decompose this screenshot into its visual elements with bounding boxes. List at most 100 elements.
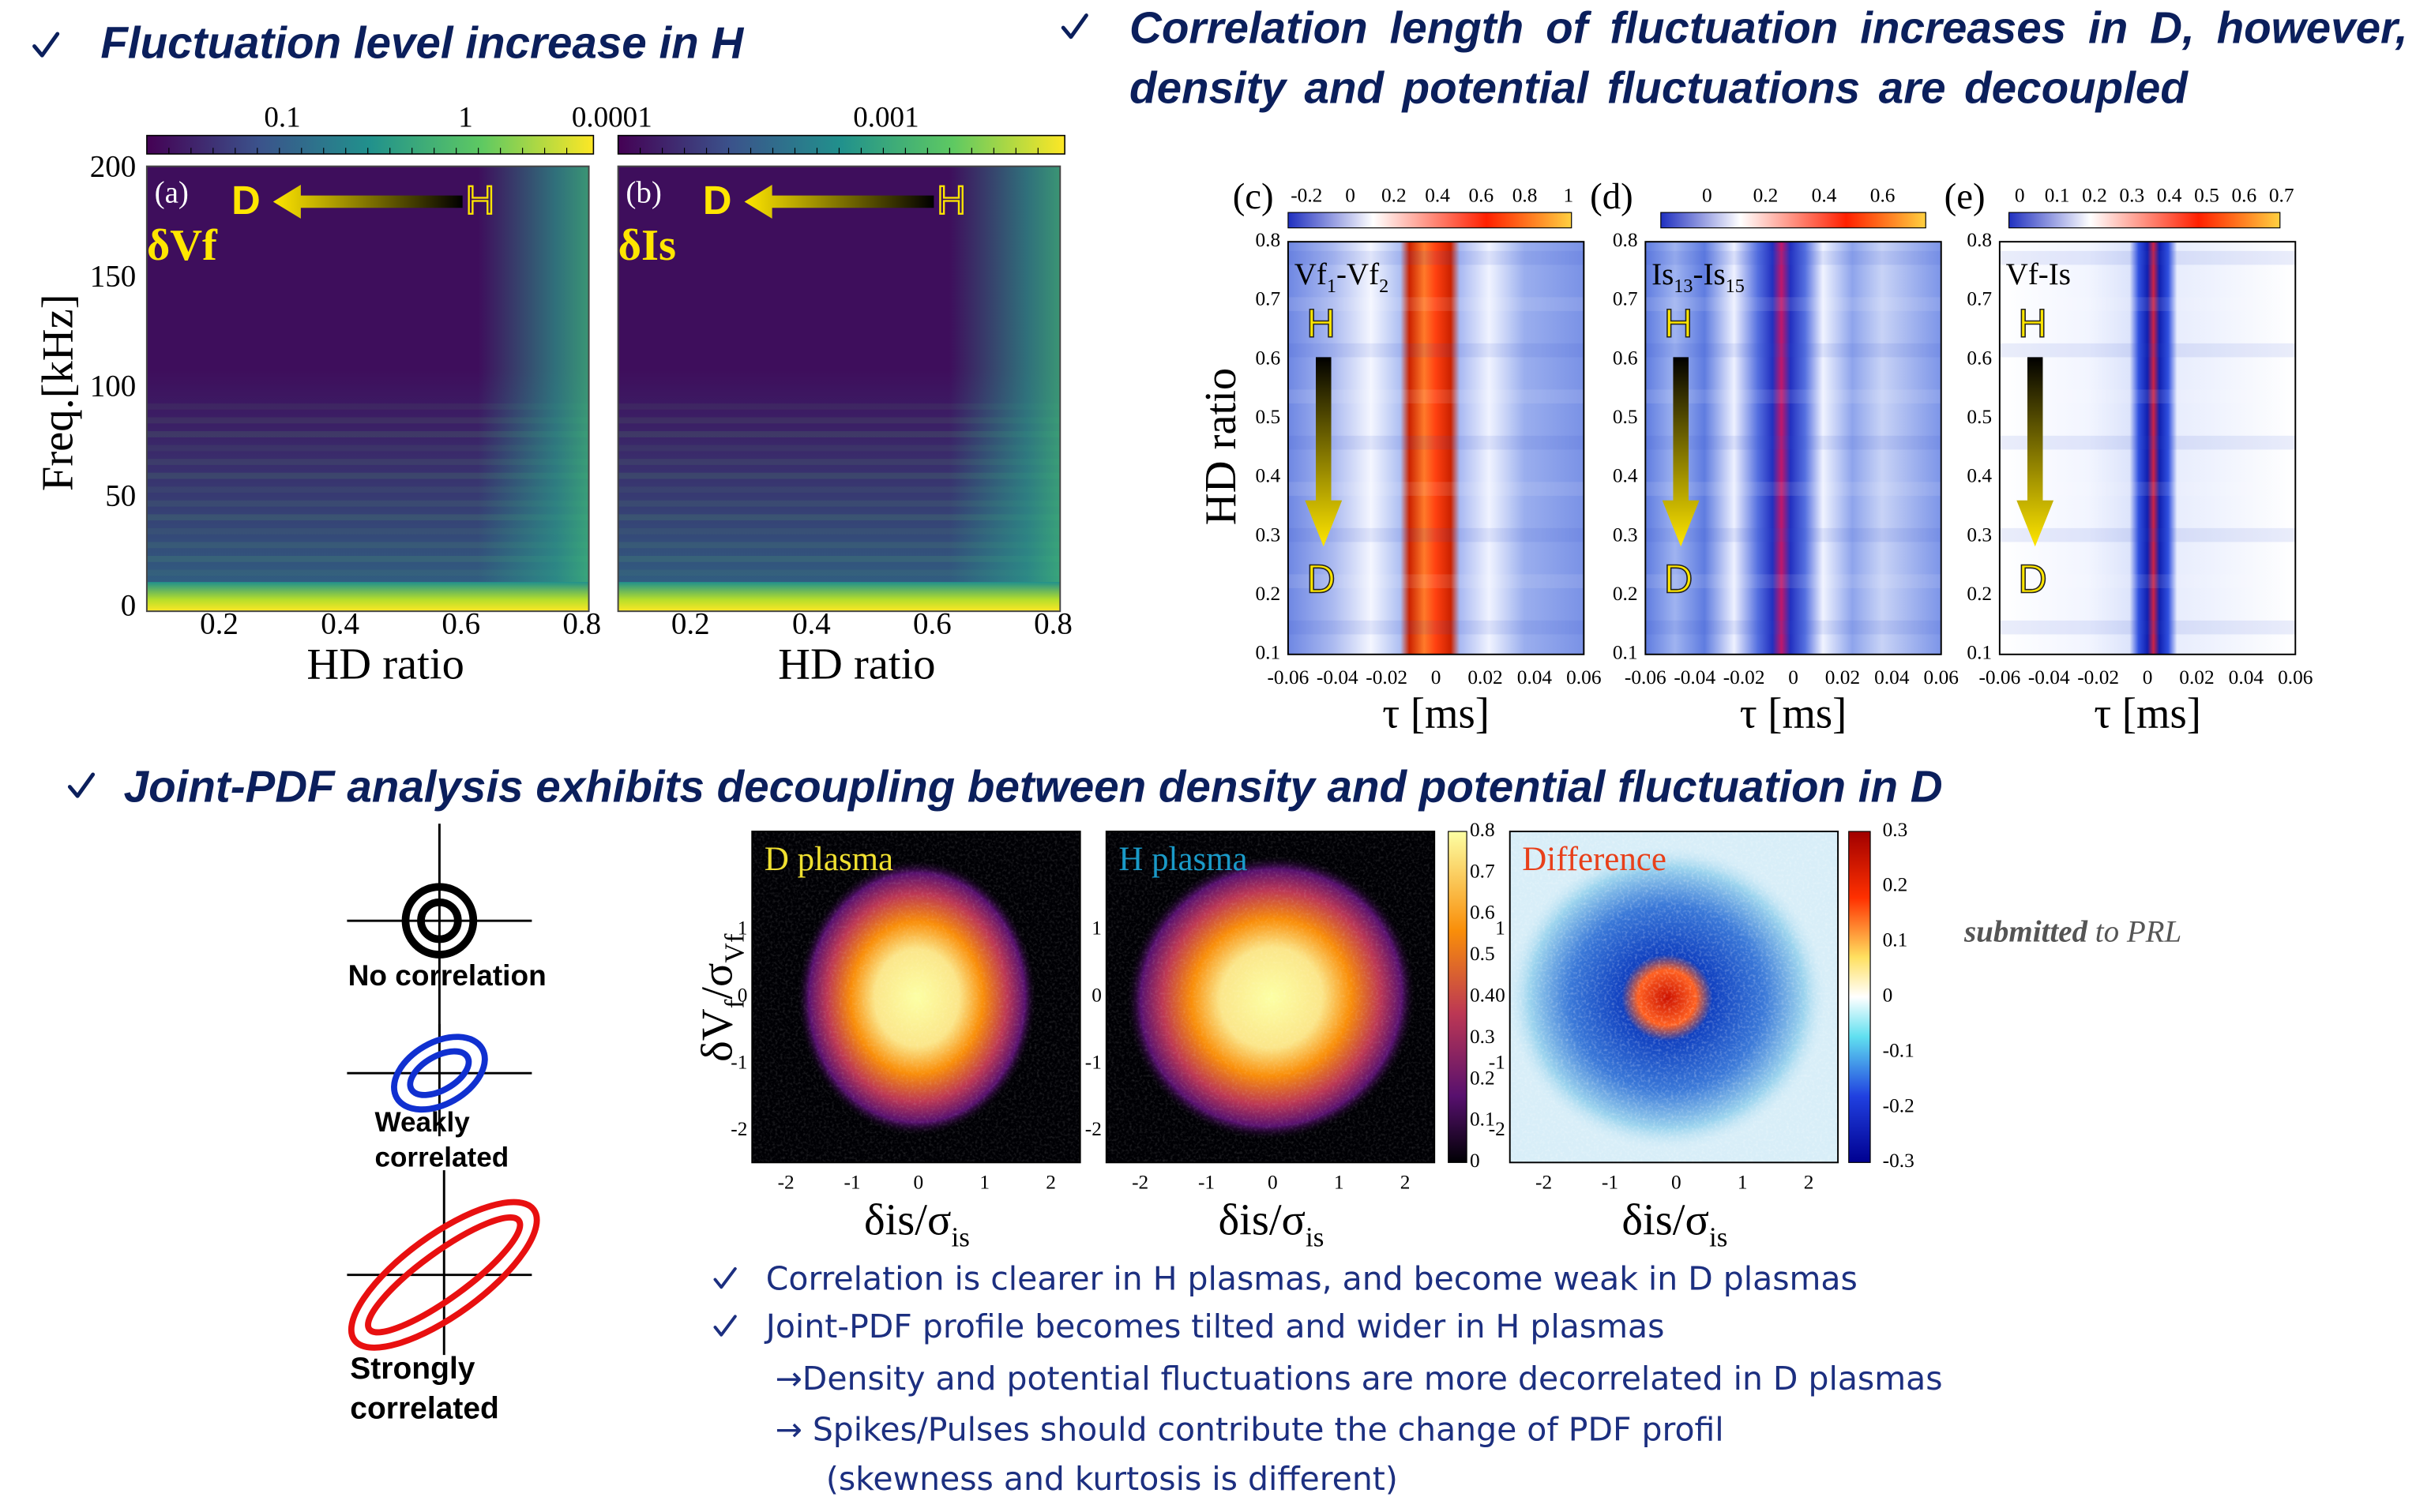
y-tick-label: 0.4 [1613, 465, 1638, 487]
colorbar-tick-label: 0.1 [2045, 184, 2070, 206]
y-tick-label: 1 [1092, 917, 1102, 940]
x-tick-label: -0.04 [2028, 666, 2070, 688]
y-tick-label: 0.6 [1967, 347, 1992, 369]
x-tick-label: 0.2 [671, 607, 710, 641]
colorbar-tick-label: 0.4 [1812, 184, 1837, 206]
check-icon [70, 775, 92, 796]
heatmap-band [1288, 389, 1584, 403]
x-tick-label: 0.06 [1924, 666, 1959, 688]
colorbar-tick-label: -0.3 [1883, 1150, 1914, 1172]
x-tick-label: 1 [979, 1171, 990, 1193]
x-axis-label-part: is [1306, 1221, 1324, 1252]
colorbar-tick-label: 0.7 [1470, 860, 1495, 882]
colorbar-tick-label: 0.6 [1870, 184, 1896, 206]
direction-label: H [937, 178, 966, 223]
colorbar-tick-label: 0.6 [2232, 184, 2257, 206]
direction-label: D [231, 178, 261, 223]
colorbar [1849, 831, 1870, 1162]
y-tick-label: 0.5 [1255, 406, 1280, 428]
y-tick-label: 0.6 [1613, 347, 1638, 369]
x-axis-label-part: is [952, 1221, 970, 1252]
heatmap-layer [949, 167, 1060, 612]
heatmap-band [1645, 528, 1941, 542]
y-tick-label: 0.7 [1255, 288, 1280, 310]
colorbar-tick-label: 0.4 [1425, 184, 1450, 206]
diagram-label: Weakly [374, 1107, 470, 1138]
y-tick-label: 0.4 [1255, 465, 1280, 487]
heatmap-band [1645, 436, 1941, 450]
bullet: →Density and potential fluctuations are … [776, 1360, 1943, 1398]
y-tick-label: 0.5 [1967, 406, 1992, 428]
colorbar [1448, 831, 1467, 1162]
y-tick-label: -2 [1085, 1118, 1102, 1140]
x-axis-label: HD ratio [778, 640, 935, 688]
direction-label: D [703, 178, 732, 223]
x-tick-label: 0.2 [200, 607, 239, 641]
colorbar [1661, 212, 1926, 228]
x-tick-label: 0.6 [913, 607, 952, 641]
signal-label: δVf [147, 221, 218, 270]
x-tick-label: 0.4 [792, 607, 831, 641]
check-icon [715, 1316, 735, 1334]
bullet: Joint-PDF profile becomes tilted and wid… [764, 1308, 1665, 1345]
heatmap-band [1645, 621, 1941, 635]
heatmap-band [2000, 482, 2295, 496]
colorbar-tick-label: 0 [2015, 184, 2025, 206]
pair-label-part: 15 [1726, 276, 1745, 297]
note-part: to PRL [2087, 915, 2181, 949]
pair-label-part: 2 [1379, 276, 1388, 297]
x-tick-label: 2 [1400, 1171, 1411, 1193]
pair-label-part: -Vf [1336, 257, 1379, 291]
x-axis-label: τ [ms] [1740, 688, 1847, 737]
y-axis-label-part: /σ [693, 962, 742, 999]
grain [1107, 831, 1434, 1162]
direction-label: D [1306, 557, 1336, 602]
colorbar-tick-label: 0.4 [2157, 184, 2182, 206]
colorbar-tick-label: 0.5 [2194, 184, 2219, 206]
check-icon [715, 1269, 735, 1287]
colorbar-tick-label: 0 [1345, 184, 1355, 206]
direction-label: H [1306, 301, 1336, 346]
x-tick-label: 0 [1671, 1171, 1681, 1193]
y-tick-label: 0.8 [1967, 229, 1992, 251]
heatmap-band [2000, 621, 2295, 635]
heatmap-band [1645, 482, 1941, 496]
direction-label: H [1664, 301, 1693, 346]
y-tick-label: 0.3 [1255, 523, 1280, 546]
x-tick-label: 0.04 [2229, 666, 2264, 688]
y-axis-label-part: δV [693, 1008, 742, 1062]
colorbar-tick-label: 0.4 [1470, 985, 1495, 1007]
heatmap-band [2000, 389, 2295, 403]
y-axis-label-part: Vf [719, 933, 750, 962]
colorbar-tick-label: 0.001 [853, 102, 919, 134]
heatmap-band [1288, 621, 1584, 635]
x-tick-label: 0.04 [1874, 666, 1910, 688]
diagram-label: No correlation [348, 959, 547, 992]
heatmap-band [1288, 436, 1584, 450]
x-axis-label-part: δis/σ [1621, 1195, 1709, 1244]
colorbar-tick-label: 0.3 [2119, 184, 2144, 206]
x-tick-label: 0.8 [1034, 607, 1073, 641]
heatmap-band [1288, 482, 1584, 496]
colorbar [618, 136, 1065, 154]
y-tick-label: 200 [90, 149, 137, 183]
bullet: (skewness and kurtosis is different) [826, 1460, 1398, 1498]
colorbar-tick-label: 0.6 [1470, 902, 1495, 924]
x-axis-label-part: is [1709, 1221, 1727, 1252]
y-tick-label: 0.5 [1613, 406, 1638, 428]
colorbar-tick-label: 0.3 [1470, 1026, 1495, 1048]
colorbar-tick-label: 0.2 [1470, 1067, 1495, 1089]
colorbar-tick-label: 0.2 [2082, 184, 2107, 206]
colorbar-tick-label: -0.2 [1883, 1094, 1914, 1116]
x-tick-label: -2 [778, 1171, 795, 1193]
y-tick-label: 0.2 [1255, 583, 1280, 605]
colorbar-tick-label: 1 [458, 102, 473, 134]
pair-label-part: Is [1651, 257, 1674, 291]
pair-label-part: 1 [1327, 276, 1336, 297]
colorbar [1288, 212, 1572, 228]
heading-box: Correlation length of fluctuation increa… [1129, 0, 2408, 188]
y-tick-label: 0 [121, 589, 137, 623]
x-axis-label: τ [ms] [1382, 688, 1490, 737]
x-tick-label: 2 [1046, 1171, 1056, 1193]
heading: Correlation length of fluctuation increa… [1129, 0, 2408, 120]
